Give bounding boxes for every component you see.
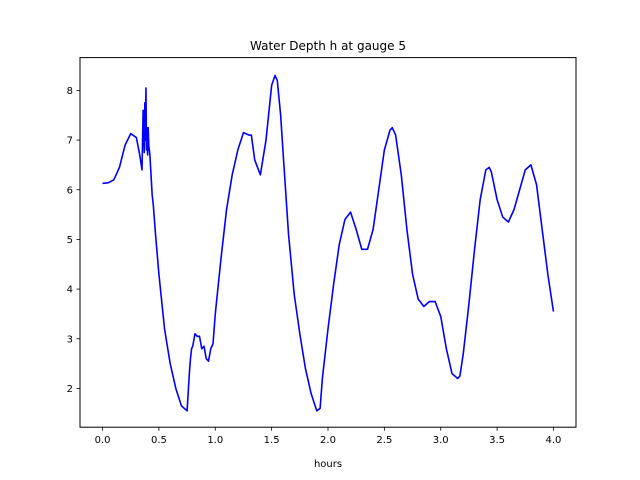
y-axis: 2 3 4 5 6 7 8: [67, 86, 80, 395]
y-tick-label: 6: [67, 185, 73, 196]
x-tick-label: 1.0: [207, 435, 223, 446]
plot-area: 0.0 0.5 1.0 1.5 2.0 2.5 3.0 3.5 4.0 2 3 4 5 6 7 8: [67, 57, 577, 446]
y-tick-label: 3: [67, 334, 73, 345]
x-tick-label: 4.0: [546, 435, 562, 446]
y-tick-label: 2: [67, 384, 73, 395]
x-tick-label: 0.5: [151, 435, 167, 446]
x-tick-label: 1.5: [264, 435, 280, 446]
series-line-0: [102, 74, 555, 412]
y-tick-label: 8: [67, 86, 73, 97]
y-tick-label: 7: [67, 136, 73, 147]
x-tick-label: 3.5: [489, 435, 505, 446]
x-axis-label: hours: [314, 459, 342, 470]
y-tick-label: 4: [67, 285, 73, 296]
chart-title: Water Depth h at gauge 5: [250, 39, 406, 53]
y-tick-label: 5: [67, 235, 73, 246]
x-tick-label: 2.0: [320, 435, 336, 446]
x-tick-label: 2.5: [376, 435, 392, 446]
x-tick-label: 3.0: [433, 435, 449, 446]
x-tick-label: 0.0: [95, 435, 111, 446]
series-layer: [102, 74, 555, 412]
x-axis: 0.0 0.5 1.0 1.5 2.0 2.5 3.0 3.5 4.0: [95, 427, 562, 446]
